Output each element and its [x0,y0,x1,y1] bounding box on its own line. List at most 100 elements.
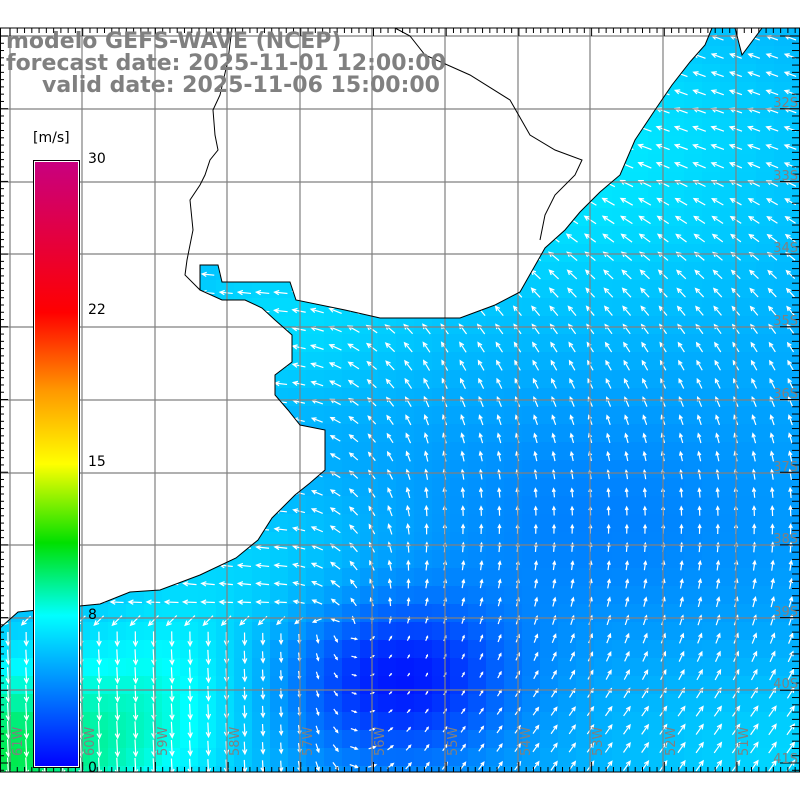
wind-speed-cell [612,550,631,569]
wind-arrow [784,198,797,206]
wind-speed-cell [90,280,109,299]
wind-speed-cell [306,244,325,263]
wind-speed-cell [270,694,289,713]
wind-speed-cell [648,622,667,641]
wind-speed-cell [468,496,487,515]
wind-speed-cell [90,568,109,587]
wind-speed-cell [414,586,433,605]
wind-arrow [787,414,793,426]
wind-speed-cell [360,424,379,443]
wind-arrow [349,764,360,769]
wind-speed-cell [306,316,325,335]
wind-arrow [605,377,612,389]
wind-arrow [750,705,759,717]
wind-arrow [460,432,465,444]
wind-arrow [128,544,142,550]
wind-speed-cell [360,334,379,353]
wind-speed-cell [252,460,271,479]
wind-speed-cell [414,118,433,137]
wind-arrow [752,523,757,535]
wind-speed-cell [594,766,613,772]
wind-arrow [1,162,14,168]
wind-speed-cell [450,406,469,425]
wind-speed-cell [180,496,199,515]
wind-speed-cell [630,478,649,497]
wind-speed-cell [468,424,487,443]
wind-speed-cell [702,550,721,569]
wind-arrow [260,632,266,646]
wind-arrow [169,685,175,703]
wind-arrow [765,162,779,169]
wind-arrow [351,691,358,695]
wind-speed-cell [360,694,379,713]
wind-speed-cell [702,298,721,317]
wind-arrow [532,724,540,734]
wind-speed-cell [594,262,613,281]
wind-arrow [237,271,251,278]
wind-speed-cell [126,622,145,641]
wind-arrow [291,380,306,386]
wind-speed-cell [540,478,559,497]
wind-speed-cell [774,694,793,713]
wind-speed-cell [288,640,307,659]
wind-speed-cell [234,568,253,587]
wind-speed-cell [252,730,271,749]
wind-speed-cell [126,316,145,335]
wind-arrow [132,721,139,740]
wind-speed-cell [702,478,721,497]
wind-speed-cell [18,748,37,767]
wind-speed-cell [648,370,667,389]
wind-arrow [1,581,14,587]
wind-speed-cell [630,532,649,551]
wind-speed-cell [414,640,433,659]
wind-speed-cell [180,190,199,209]
wind-arrow [132,703,139,722]
wind-arrow [255,144,269,150]
wind-speed-cell [216,424,235,443]
wind-speed-cell [684,226,703,245]
wind-speed-cell [630,28,649,47]
wind-arrow [273,199,287,205]
wind-arrow [315,761,320,772]
wind-speed-cell [738,352,757,371]
wind-speed-cell [126,226,145,245]
wind-arrow [255,490,269,496]
wind-speed-cell [198,586,217,605]
wind-speed-cell [180,766,199,772]
wind-speed-cell [432,478,451,497]
wind-speed-cell [540,496,559,515]
wind-speed-cell [630,658,649,677]
wind-speed-cell [540,424,559,443]
wind-speed-cell [360,496,379,515]
wind-speed-cell [540,46,559,65]
wind-arrow [74,126,87,132]
wind-arrow [1,563,14,569]
wind-arrow [751,450,757,462]
wind-speed-cell [0,532,19,551]
wind-speed-field [0,28,800,772]
wind-speed-cell [180,154,199,173]
wind-speed-cell [630,424,649,443]
wind-speed-cell [756,406,775,425]
wind-speed-cell [234,172,253,191]
wind-speed-cell [648,316,667,335]
wind-arrow [695,705,704,717]
wind-arrow [551,633,557,644]
wind-arrow [532,377,539,389]
wind-speed-cell [126,334,145,353]
wind-arrow [1,290,14,296]
wind-speed-cell [666,406,685,425]
wind-speed-cell [558,694,577,713]
wind-speed-cell [684,190,703,209]
wind-arrow [695,323,704,335]
wind-speed-cell [360,766,379,772]
wind-arrow [783,144,797,150]
wind-speed-cell [558,586,577,605]
wind-arrow [237,126,251,132]
wind-speed-cell [594,46,613,65]
wind-arrow [605,669,612,680]
wind-arrow [710,52,724,59]
wind-speed-cell [432,766,451,772]
wind-speed-cell [666,352,685,371]
wind-arrow [550,359,558,371]
